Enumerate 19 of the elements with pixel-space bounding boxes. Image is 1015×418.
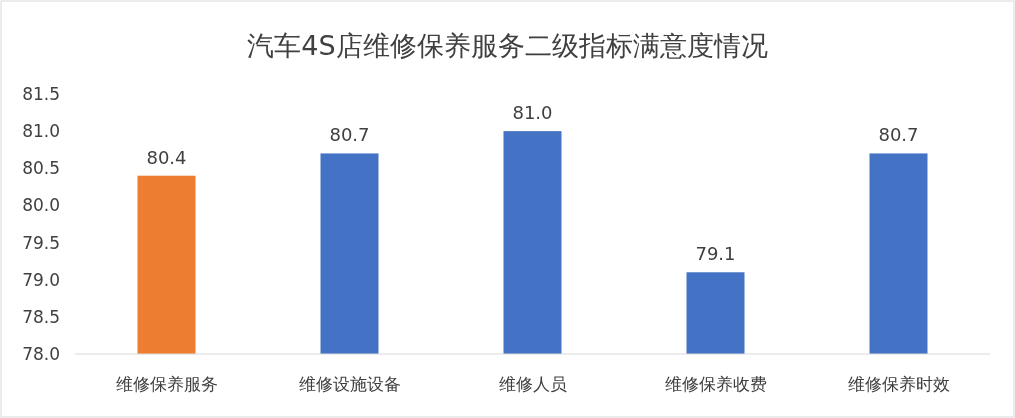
y-tick-label: 80.0: [22, 195, 60, 216]
y-tick-label: 81.0: [22, 121, 60, 142]
data-label: 79.1: [695, 243, 736, 265]
data-label: 81.0: [512, 102, 553, 124]
x-tick-label: 维修人员: [498, 374, 567, 394]
y-tick-label: 81.5: [22, 84, 60, 104]
x-tick-label: 维修保养时效: [847, 374, 950, 394]
data-label: 80.7: [329, 124, 370, 146]
y-tick-label: 79.5: [22, 232, 60, 253]
data-label: 80.7: [878, 124, 919, 146]
y-tick-label: 78.0: [22, 344, 60, 364]
data-label: 80.4: [146, 146, 187, 168]
x-tick-label: 维修保养服务: [115, 374, 218, 394]
x-tick-label: 维修设施设备: [298, 374, 401, 394]
chart-title: 汽车4S店维修保养服务二级指标满意度情况: [247, 30, 768, 61]
y-tick-label: 79.0: [22, 269, 60, 290]
y-tick-label: 78.5: [22, 306, 60, 327]
x-tick-label: 维修保养收费: [664, 374, 767, 394]
y-tick-label: 80.5: [22, 158, 60, 179]
